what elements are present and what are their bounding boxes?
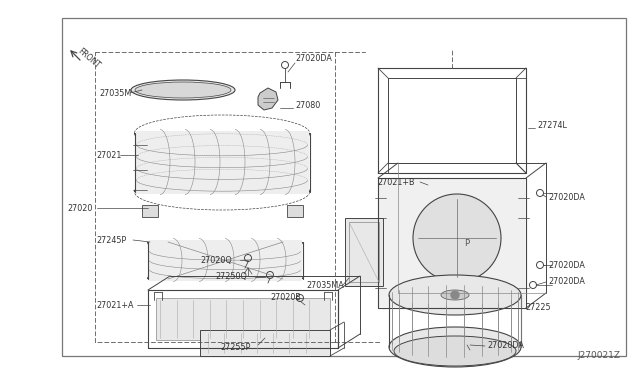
Text: 27020Q: 27020Q: [200, 256, 232, 264]
Text: FRONT: FRONT: [76, 46, 102, 70]
Text: J270021Z: J270021Z: [577, 351, 620, 360]
Text: 27020B: 27020B: [270, 294, 301, 302]
Bar: [200, 330, 330, 356]
Text: 27021: 27021: [96, 151, 122, 160]
Text: 27274L: 27274L: [537, 121, 567, 129]
Bar: [142, 205, 158, 217]
Ellipse shape: [389, 327, 521, 367]
Polygon shape: [258, 88, 278, 110]
Text: 27035M: 27035M: [99, 89, 131, 97]
FancyBboxPatch shape: [136, 131, 309, 194]
Text: 27021+B: 27021+B: [377, 177, 415, 186]
Text: 27020: 27020: [67, 203, 92, 212]
Text: 27020DA: 27020DA: [548, 260, 585, 269]
Text: 27080: 27080: [295, 100, 320, 109]
Bar: [379, 179, 525, 307]
Circle shape: [413, 194, 501, 282]
FancyBboxPatch shape: [149, 240, 302, 281]
Text: 27020DA: 27020DA: [487, 341, 524, 350]
Text: 27020DA: 27020DA: [295, 54, 332, 62]
Text: 27021+A: 27021+A: [96, 301, 134, 310]
Ellipse shape: [135, 82, 231, 98]
Bar: [156, 298, 330, 340]
Ellipse shape: [394, 336, 516, 366]
Text: 27245P: 27245P: [96, 235, 126, 244]
Text: 27020DA: 27020DA: [548, 192, 585, 202]
Ellipse shape: [441, 290, 469, 300]
Text: 27035MA: 27035MA: [306, 280, 344, 289]
Bar: [62, 18, 626, 356]
Text: P: P: [465, 239, 470, 248]
Circle shape: [451, 291, 459, 299]
Ellipse shape: [131, 80, 235, 100]
Bar: [345, 218, 383, 286]
Text: 27250Q: 27250Q: [215, 273, 247, 282]
Bar: [287, 205, 303, 217]
Ellipse shape: [389, 275, 521, 315]
Text: 27020DA: 27020DA: [548, 278, 585, 286]
Text: 27225: 27225: [525, 304, 550, 312]
Text: 27255P: 27255P: [220, 343, 250, 353]
Bar: [349, 222, 379, 282]
